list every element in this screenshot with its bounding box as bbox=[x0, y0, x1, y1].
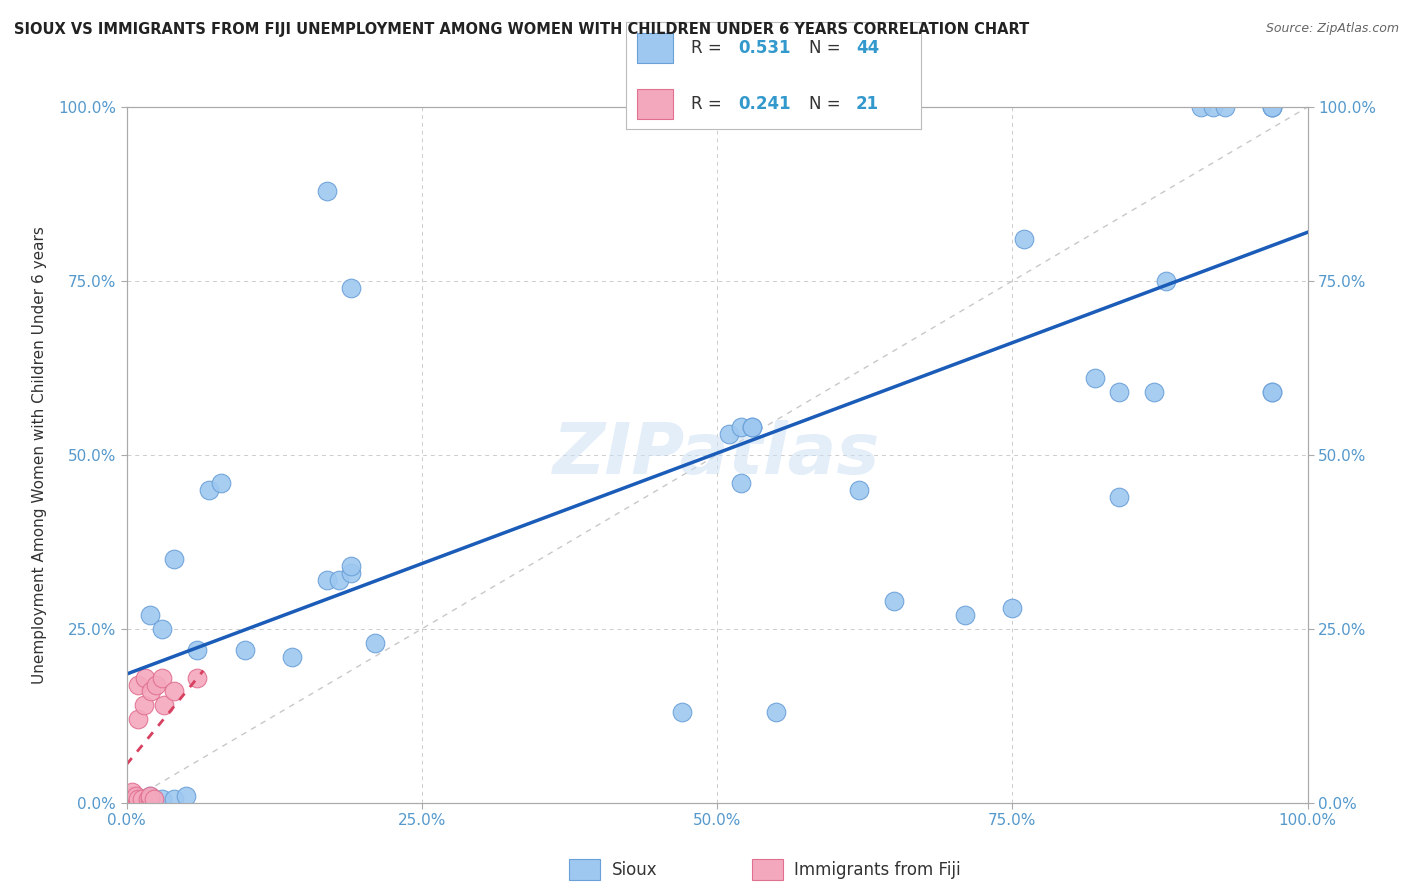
Point bbox=[765, 706, 787, 720]
Point bbox=[145, 677, 167, 691]
Point bbox=[174, 789, 197, 803]
Point bbox=[717, 427, 740, 442]
Text: SIOUX VS IMMIGRANTS FROM FIJI UNEMPLOYMENT AMONG WOMEN WITH CHILDREN UNDER 6 YEA: SIOUX VS IMMIGRANTS FROM FIJI UNEMPLOYME… bbox=[14, 22, 1029, 37]
Point bbox=[1261, 100, 1284, 114]
Point bbox=[1213, 100, 1236, 114]
Point bbox=[150, 622, 173, 636]
Point bbox=[741, 420, 763, 434]
FancyBboxPatch shape bbox=[637, 88, 673, 119]
Point bbox=[153, 698, 176, 713]
Text: 0.531: 0.531 bbox=[738, 39, 790, 57]
Point bbox=[281, 649, 304, 664]
Y-axis label: Unemployment Among Women with Children Under 6 years: Unemployment Among Women with Children U… bbox=[32, 226, 46, 684]
Text: N =: N = bbox=[808, 95, 845, 112]
Text: 0.241: 0.241 bbox=[738, 95, 790, 112]
Point bbox=[1261, 100, 1284, 114]
Point bbox=[1108, 385, 1130, 400]
Point bbox=[1108, 490, 1130, 504]
Point bbox=[1261, 385, 1284, 400]
Point bbox=[1202, 100, 1225, 114]
Point bbox=[186, 671, 208, 685]
Point bbox=[1143, 385, 1166, 400]
Point bbox=[136, 792, 159, 806]
Point bbox=[121, 792, 143, 806]
Point bbox=[125, 789, 148, 803]
Point bbox=[150, 792, 173, 806]
Point bbox=[328, 573, 350, 587]
Text: R =: R = bbox=[690, 39, 727, 57]
Point bbox=[150, 671, 173, 685]
Point bbox=[134, 698, 156, 713]
Point bbox=[186, 642, 208, 657]
Text: 44: 44 bbox=[856, 39, 879, 57]
Text: R =: R = bbox=[690, 95, 727, 112]
Point bbox=[233, 642, 256, 657]
Point bbox=[163, 792, 186, 806]
Point bbox=[163, 552, 186, 566]
Point bbox=[953, 607, 976, 622]
Point bbox=[121, 785, 143, 799]
Point bbox=[730, 475, 752, 490]
Text: N =: N = bbox=[808, 39, 845, 57]
Text: Sioux: Sioux bbox=[612, 861, 657, 879]
Point bbox=[163, 684, 186, 698]
Point bbox=[883, 594, 905, 608]
Point bbox=[316, 573, 339, 587]
Point bbox=[1001, 601, 1024, 615]
Point bbox=[134, 671, 156, 685]
Point bbox=[127, 677, 149, 691]
Point bbox=[340, 559, 363, 574]
Point bbox=[363, 636, 385, 650]
Text: Immigrants from Fiji: Immigrants from Fiji bbox=[794, 861, 962, 879]
Point bbox=[127, 792, 149, 806]
Text: ZIPatlas: ZIPatlas bbox=[554, 420, 880, 490]
Point bbox=[1084, 371, 1107, 385]
Point bbox=[131, 792, 153, 806]
Point bbox=[142, 792, 165, 806]
Point bbox=[141, 684, 163, 698]
Point bbox=[316, 184, 339, 198]
Text: Source: ZipAtlas.com: Source: ZipAtlas.com bbox=[1265, 22, 1399, 36]
Point bbox=[139, 789, 162, 803]
Point bbox=[139, 792, 162, 806]
FancyBboxPatch shape bbox=[637, 33, 673, 63]
Point bbox=[671, 706, 693, 720]
Point bbox=[198, 483, 221, 497]
Point bbox=[340, 566, 363, 581]
Point bbox=[741, 420, 763, 434]
Point bbox=[209, 475, 232, 490]
Point bbox=[125, 792, 148, 806]
Point bbox=[139, 607, 162, 622]
Point bbox=[1189, 100, 1212, 114]
Point bbox=[848, 483, 870, 497]
Point bbox=[127, 712, 149, 726]
Point bbox=[1012, 232, 1035, 246]
Point bbox=[139, 789, 162, 803]
Point bbox=[1154, 274, 1177, 288]
Point bbox=[121, 789, 143, 803]
Point bbox=[1261, 100, 1284, 114]
Point bbox=[730, 420, 752, 434]
Point bbox=[340, 281, 363, 295]
Point bbox=[1261, 385, 1284, 400]
Text: 21: 21 bbox=[856, 95, 879, 112]
